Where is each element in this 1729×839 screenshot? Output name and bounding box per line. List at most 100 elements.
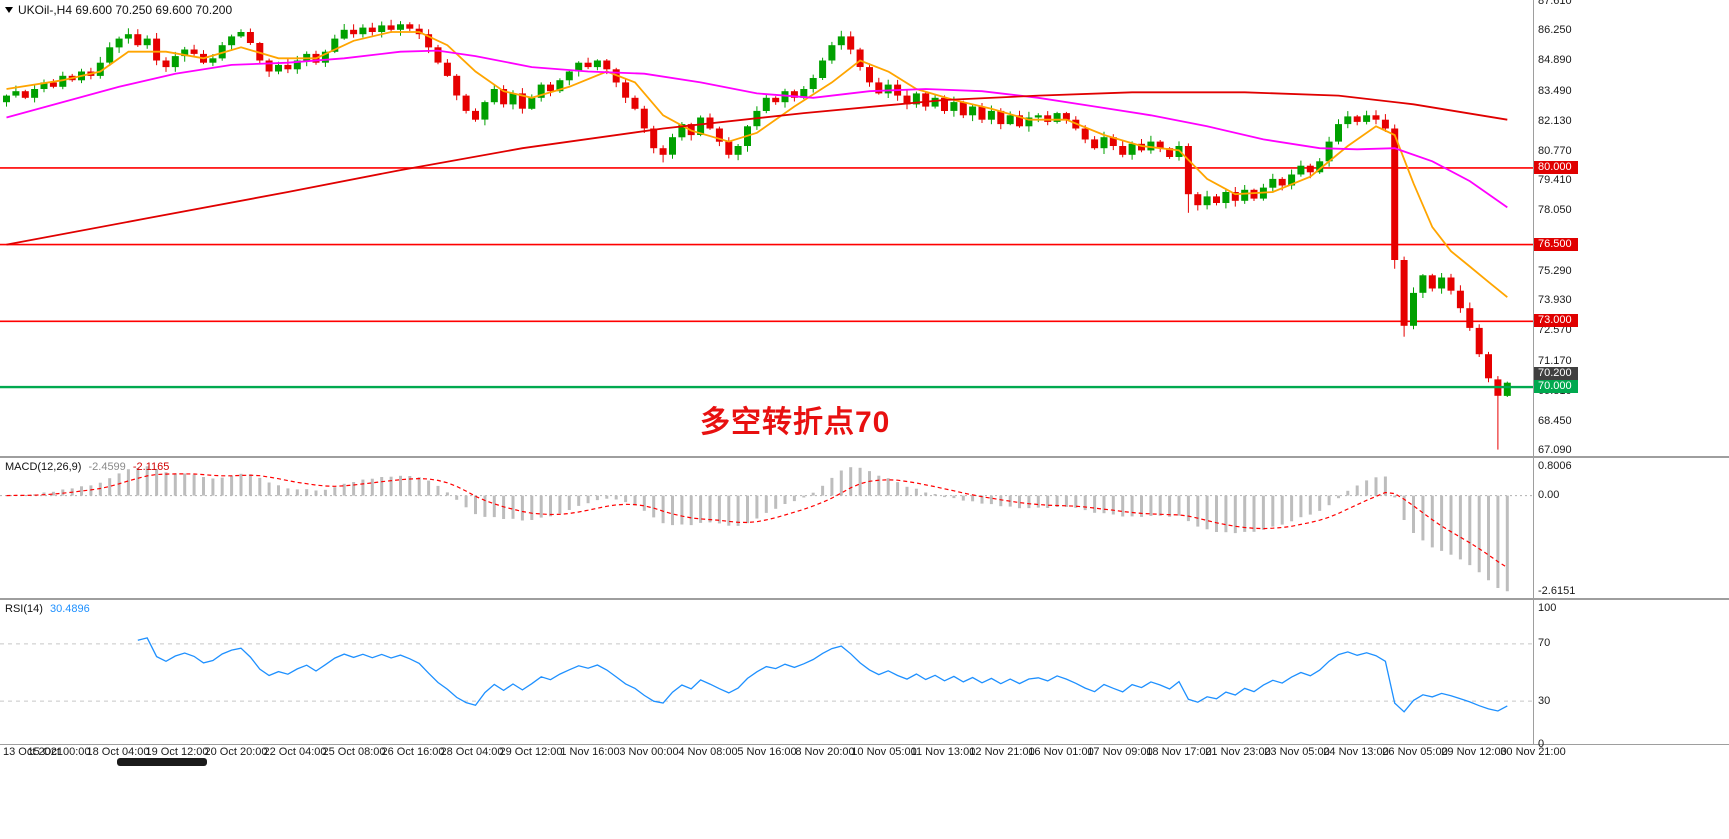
- candle-body: [1391, 128, 1399, 260]
- rsi-tick-label: 0: [1538, 737, 1545, 750]
- time-tick-label: 25 Oct 08:00: [322, 746, 386, 758]
- candle-body: [21, 91, 29, 98]
- candle-body: [565, 71, 573, 81]
- candle-body: [1325, 141, 1333, 162]
- candle-body: [1025, 117, 1033, 127]
- horizontal-scrollbar-thumb[interactable]: [117, 758, 207, 766]
- macd-value-signal: -2.1165: [132, 461, 170, 473]
- candle-body: [397, 24, 404, 30]
- symbol-marker-icon: [5, 7, 13, 13]
- candle-body: [1081, 128, 1089, 140]
- candle-body: [31, 89, 39, 98]
- candle-body: [1438, 277, 1446, 289]
- candle-body: [1241, 189, 1249, 201]
- rsi-label: RSI(14): [5, 603, 43, 615]
- candle-body: [678, 124, 686, 138]
- candle-body: [1100, 137, 1108, 149]
- candle-body: [828, 45, 836, 61]
- candle-body: [903, 95, 911, 105]
- candle-body: [556, 80, 564, 92]
- annotation-text[interactable]: 多空转折点70: [700, 406, 891, 439]
- candle-body: [1381, 119, 1389, 129]
- price-tick-label: 83.490: [1538, 84, 1572, 97]
- candle-body: [837, 36, 845, 46]
- candle-body: [106, 47, 114, 63]
- candle-body: [1456, 290, 1464, 309]
- rsi-line: [137, 637, 1508, 713]
- candle-body: [950, 102, 958, 111]
- time-tick-label: 24 Nov 13:00: [1323, 746, 1389, 758]
- candle-body: [715, 128, 723, 142]
- main-chart-canvas[interactable]: [0, 0, 1729, 456]
- candle-body: [1006, 115, 1014, 125]
- candle-body: [40, 82, 48, 89]
- candle-body: [246, 32, 254, 43]
- candle-body: [59, 75, 67, 87]
- rsi-canvas[interactable]: [0, 601, 1729, 744]
- candle-body: [490, 89, 498, 103]
- price-badge-70.000: 70.000: [1534, 380, 1578, 394]
- candle-body: [978, 106, 986, 120]
- price-tick-label: 78.050: [1538, 204, 1572, 217]
- ma-fast-orange: [6, 31, 1508, 298]
- price-tick-label: 68.450: [1538, 414, 1572, 427]
- candle-body: [1147, 141, 1155, 151]
- price-tick-label: 79.410: [1538, 174, 1572, 187]
- candle-body: [997, 110, 1005, 125]
- rsi-tick-label: 100: [1538, 602, 1557, 614]
- time-tick-label: 10 Nov 05:00: [851, 746, 917, 758]
- candle-body: [1053, 113, 1061, 122]
- candle-body: [134, 34, 142, 46]
- candle-body: [987, 110, 995, 120]
- candle-body: [500, 89, 508, 105]
- candle-body: [884, 84, 892, 94]
- candle-body: [1250, 189, 1258, 199]
- price-tick-label: 80.770: [1538, 144, 1572, 157]
- candle-body: [162, 60, 170, 68]
- candle-body: [434, 47, 442, 63]
- macd-canvas[interactable]: [0, 459, 1729, 598]
- candle-body: [1269, 178, 1277, 188]
- candle-body: [1119, 146, 1127, 155]
- time-tick-label: 30 Nov 21:00: [1500, 746, 1566, 758]
- candle-body: [368, 27, 376, 32]
- pane-separator-macd[interactable]: [0, 456, 1729, 458]
- candle-body: [1466, 308, 1474, 328]
- candle-body: [734, 146, 742, 155]
- price-tick-label: 86.250: [1538, 24, 1572, 37]
- time-axis[interactable]: 13 Oct 2021 15 Oct 00:00 18 Oct 04:00 19 Oc…: [0, 746, 1729, 760]
- ma-slow-red: [6, 91, 1508, 246]
- time-tick-label: 28 Oct 04:00: [440, 746, 504, 758]
- pane-separator-rsi[interactable]: [0, 598, 1729, 600]
- candle-body: [809, 78, 817, 89]
- time-tick-label: 18 Nov 17:00: [1146, 746, 1212, 758]
- candle-body: [819, 60, 827, 78]
- macd-value-main: -2.4599: [88, 461, 126, 473]
- candle-body: [640, 108, 648, 129]
- candle-body: [321, 51, 329, 63]
- time-tick-label: 21 Nov 23:00: [1205, 746, 1271, 758]
- candle-body: [1156, 141, 1164, 149]
- candle-body: [1203, 196, 1211, 206]
- candle-body: [1410, 292, 1417, 326]
- candle-body: [790, 91, 798, 98]
- candle-body: [1447, 277, 1455, 291]
- time-tick-label: 1 Nov 16:00: [560, 746, 620, 758]
- candle-body: [584, 62, 592, 68]
- candle-body: [1109, 137, 1117, 146]
- price-badge-70.200: 70.200: [1534, 366, 1578, 380]
- candle-body: [218, 45, 226, 59]
- symbol-ohlc-text: UKOil-,H4 69.600 70.250 69.600 70.200: [18, 3, 233, 17]
- price-tick-label: 75.290: [1538, 264, 1572, 277]
- candle-body: [1306, 165, 1314, 173]
- candle-body: [659, 148, 667, 155]
- candle-body: [462, 95, 470, 111]
- candle-body: [866, 67, 873, 83]
- macd-tick-label: -2.6151: [1538, 584, 1576, 597]
- candle-body: [275, 64, 282, 72]
- rsi-tick-label: 30: [1538, 694, 1551, 707]
- candle-body: [1400, 260, 1408, 326]
- candle-body: [406, 24, 414, 29]
- candle-body: [256, 43, 264, 61]
- price-badge-76.500: 76.500: [1534, 237, 1578, 251]
